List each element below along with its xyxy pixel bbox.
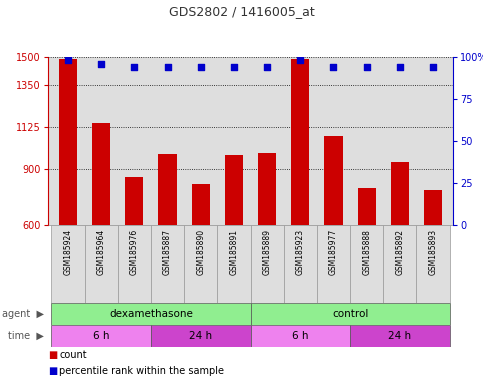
Bar: [251, 325, 350, 347]
Point: [230, 64, 238, 70]
Text: 24 h: 24 h: [388, 331, 412, 341]
Bar: [225, 155, 243, 225]
Bar: [350, 325, 450, 347]
Bar: [291, 59, 310, 225]
Bar: [217, 225, 251, 303]
Text: GSM185976: GSM185976: [130, 229, 139, 275]
Point: [297, 57, 304, 63]
Bar: [59, 59, 77, 225]
Text: ■: ■: [48, 366, 57, 376]
Bar: [357, 188, 376, 225]
Bar: [125, 177, 143, 225]
Bar: [350, 225, 384, 303]
Text: GSM185923: GSM185923: [296, 229, 305, 275]
Bar: [325, 136, 342, 225]
Point: [396, 64, 404, 70]
Text: GSM185964: GSM185964: [97, 229, 106, 275]
Text: percentile rank within the sample: percentile rank within the sample: [59, 366, 224, 376]
Bar: [258, 153, 276, 225]
Text: GSM185893: GSM185893: [428, 229, 438, 275]
Bar: [151, 325, 251, 347]
Bar: [424, 190, 442, 225]
Text: GSM185888: GSM185888: [362, 229, 371, 275]
Point: [97, 61, 105, 67]
Bar: [51, 303, 251, 325]
Text: GSM185892: GSM185892: [396, 229, 404, 275]
Bar: [92, 123, 110, 225]
Text: GSM185887: GSM185887: [163, 229, 172, 275]
Bar: [118, 225, 151, 303]
Bar: [284, 225, 317, 303]
Bar: [192, 184, 210, 225]
Text: 6 h: 6 h: [93, 331, 109, 341]
Bar: [251, 225, 284, 303]
Point: [197, 64, 205, 70]
Bar: [85, 225, 118, 303]
Bar: [51, 325, 151, 347]
Bar: [151, 225, 184, 303]
Text: GSM185924: GSM185924: [63, 229, 72, 275]
Bar: [416, 225, 450, 303]
Point: [164, 64, 171, 70]
Text: ■: ■: [48, 350, 57, 360]
Bar: [251, 303, 450, 325]
Text: agent  ▶: agent ▶: [2, 309, 44, 319]
Bar: [317, 225, 350, 303]
Text: GDS2802 / 1416005_at: GDS2802 / 1416005_at: [169, 5, 314, 18]
Point: [429, 64, 437, 70]
Bar: [51, 225, 85, 303]
Bar: [184, 225, 217, 303]
Point: [363, 64, 370, 70]
Bar: [391, 162, 409, 225]
Text: GSM185891: GSM185891: [229, 229, 239, 275]
Point: [130, 64, 138, 70]
Text: GSM185889: GSM185889: [263, 229, 271, 275]
Point: [64, 57, 72, 63]
Bar: [158, 154, 177, 225]
Text: GSM185890: GSM185890: [196, 229, 205, 275]
Text: control: control: [332, 309, 368, 319]
Bar: [384, 225, 416, 303]
Text: 6 h: 6 h: [292, 331, 309, 341]
Text: time  ▶: time ▶: [8, 331, 44, 341]
Point: [329, 64, 337, 70]
Point: [263, 64, 271, 70]
Text: dexamethasone: dexamethasone: [109, 309, 193, 319]
Text: GSM185977: GSM185977: [329, 229, 338, 275]
Text: 24 h: 24 h: [189, 331, 212, 341]
Text: count: count: [59, 350, 86, 360]
